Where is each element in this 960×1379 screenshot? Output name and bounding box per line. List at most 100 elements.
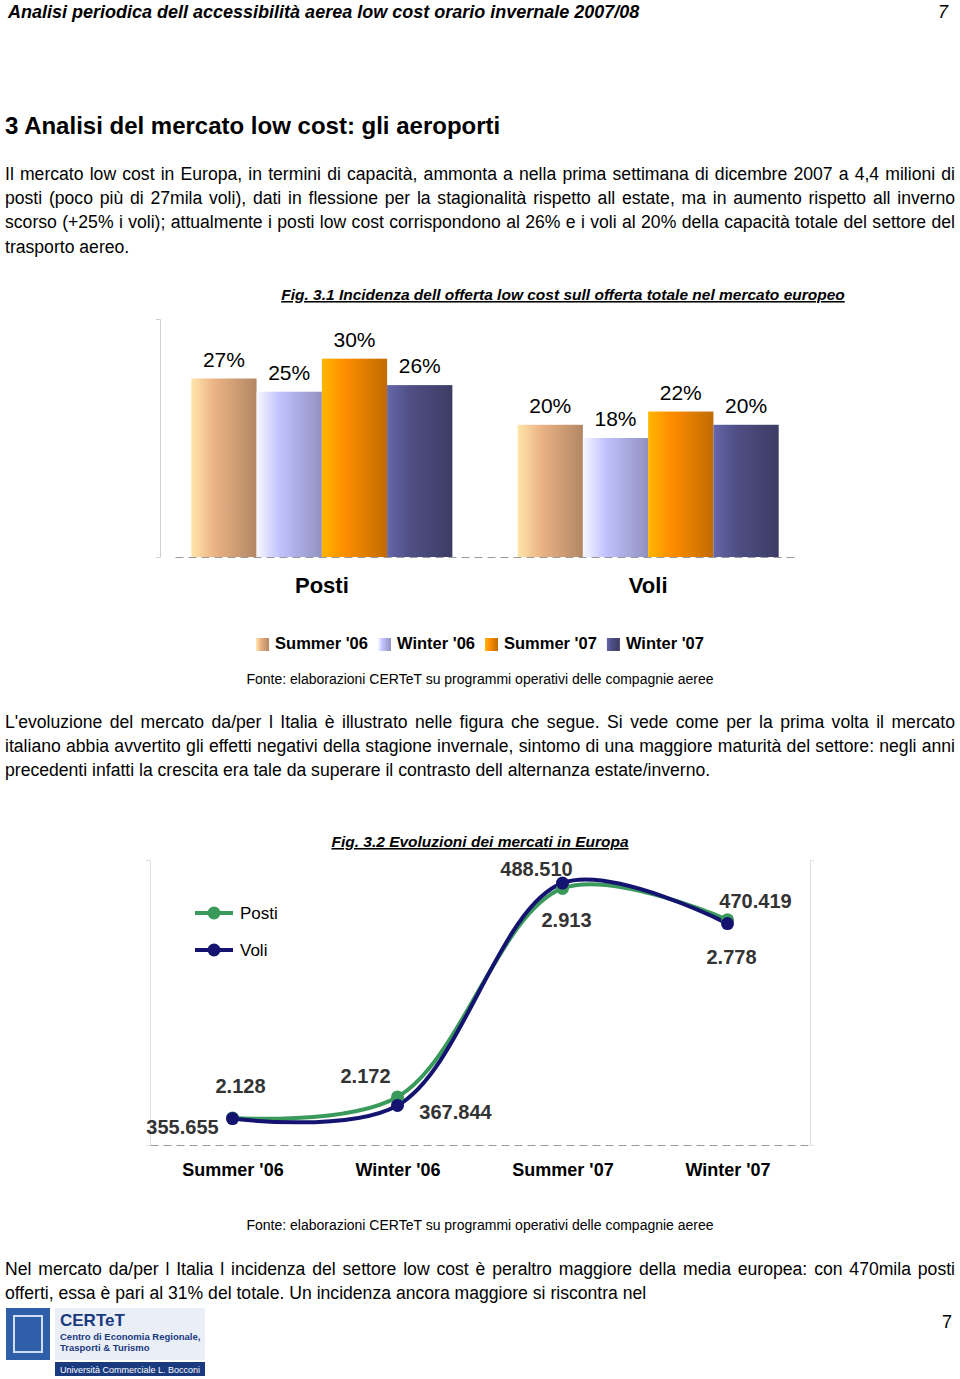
x-tick: Voli [629,557,668,598]
footer-page: 7 [942,1312,952,1332]
legend-marker [208,907,221,920]
paragraph: Nel mercato da/per l Italia l incidenza … [5,1257,955,1305]
x-tick-label: Voli [629,573,668,598]
series-marker [226,1112,239,1125]
bar [583,438,648,557]
series-marker [391,1099,404,1112]
legend-label: Summer '07 [504,634,597,652]
x-tick-label: Summer '07 [512,1160,613,1180]
x-tick-label: Summer '06 [182,1160,283,1180]
chart-title: Fig. 3.1 Incidenza dell offerta low cost… [281,286,845,303]
legend-label: Summer '06 [275,634,368,652]
logo-university: Università Commerciale L. Bocconi [60,1365,200,1375]
legend: Posti Voli [195,904,278,960]
data-labels: 27% 20% 25% 18% 30% 22% 26% 20% [203,328,767,430]
legend-label: Winter '06 [397,634,475,652]
header-page: 7 [938,2,948,23]
lines [226,877,734,1126]
y2-axis-line [811,861,815,1146]
data-label: 22% [660,381,702,404]
x-axis-line [151,1145,811,1146]
logo-bar [55,1362,205,1376]
bar [257,392,322,557]
data-label: 20% [529,394,571,417]
x-tick: Winter '06 [355,1145,440,1180]
legend-item: Winter '07 [607,634,704,652]
y2-axis-tick [810,860,814,861]
logo-line: Trasporti & Turismo [60,1342,150,1353]
y2-axis-tick-line [810,1145,814,1146]
bar [322,359,387,557]
legend-item: Voli [195,941,267,960]
bar [713,425,778,557]
legend-label: Winter '07 [626,634,704,652]
legend-item: Winter '06 [378,634,475,652]
header-title: Analisi periodica dell accessibilità aer… [8,2,639,23]
legend-swatch [256,638,269,651]
data-label: 25% [268,361,310,384]
series-marker [721,917,734,930]
legend-marker [208,944,221,957]
x-axis: Posti Voli [176,557,796,598]
section-title: 3 Analisi del mercato low cost: gli aero… [5,112,500,140]
logo-box [55,1308,205,1360]
y-axis-tick-line [146,1145,150,1146]
legend-item: Summer '06 [256,634,368,652]
data-label: 26% [399,354,441,377]
legend-label: Voli [240,941,267,960]
data-labels: 355.655367.844488.510470.4192.1282.1722.… [146,858,791,1137]
data-label: 367.844 [419,1101,492,1123]
data-label: 18% [595,407,637,430]
legend-label: Posti [240,904,278,923]
chart-line: Fig. 3.2 Evoluzioni dei mercati in Europ… [0,825,960,1245]
series-line [233,884,728,1118]
y-axis-tick-line [146,860,150,861]
bars [191,359,778,557]
data-label: 488.510 [500,858,572,880]
x-tick: Summer '06 [182,1145,283,1180]
data-label: 2.778 [706,946,756,968]
y-axis [146,861,151,1146]
y-axis-line [146,861,151,1146]
y-axis-tick [146,860,150,861]
data-label: 2.128 [215,1075,265,1097]
figure-source: Fonte: elaborazioni CERTeT su programmi … [246,1217,713,1233]
bar [648,412,713,557]
x-tick-label: Winter '06 [355,1160,440,1180]
y-tick [156,557,160,558]
logo-line: Centro di Economia Regionale, [60,1331,200,1342]
x-tick-label: Posti [295,573,349,598]
legend: Summer '06 Winter '06 Summer '07 Winter '07 [256,634,704,652]
chart-bar: Fig. 3.1 Incidenza dell offerta low cost… [0,280,960,700]
series-line [233,880,728,1123]
bar [387,385,452,557]
page: Analisi periodica dell accessibilità aer… [0,0,960,1379]
legend-swatch [378,638,391,651]
x-tick: Summer '07 [512,1145,613,1180]
bar [191,379,256,558]
legend-item: Summer '07 [485,634,597,652]
y-tick-line [156,557,160,558]
data-label: 20% [725,394,767,417]
series-marker [226,1111,239,1124]
data-label: 2.913 [541,909,591,931]
logo-name: CERTeT [60,1311,125,1330]
legend-swatch [485,638,498,651]
y2-axis-tick [810,1145,814,1146]
footer: CERTeTCentro di Economia Regionale,Trasp… [0,1300,960,1379]
data-label: 355.655 [146,1116,218,1138]
x-axis-line [176,557,796,558]
logo-crest-inner [14,1316,42,1352]
data-label: 27% [203,348,245,371]
x-tick: Winter '07 [685,1145,770,1180]
legend-item: Posti [195,904,278,923]
y-axis-tick [146,1145,150,1146]
chart-title: Fig. 3.2 Evoluzioni dei mercati in Europ… [331,833,629,850]
legend-swatch [607,638,620,651]
x-tick-label: Winter '07 [685,1160,770,1180]
y-axis-line [156,320,161,558]
figure-source: Fonte: elaborazioni CERTeT su programmi … [246,671,713,687]
data-label: 470.419 [719,890,791,912]
data-label: 30% [333,328,375,351]
bar [518,425,583,557]
